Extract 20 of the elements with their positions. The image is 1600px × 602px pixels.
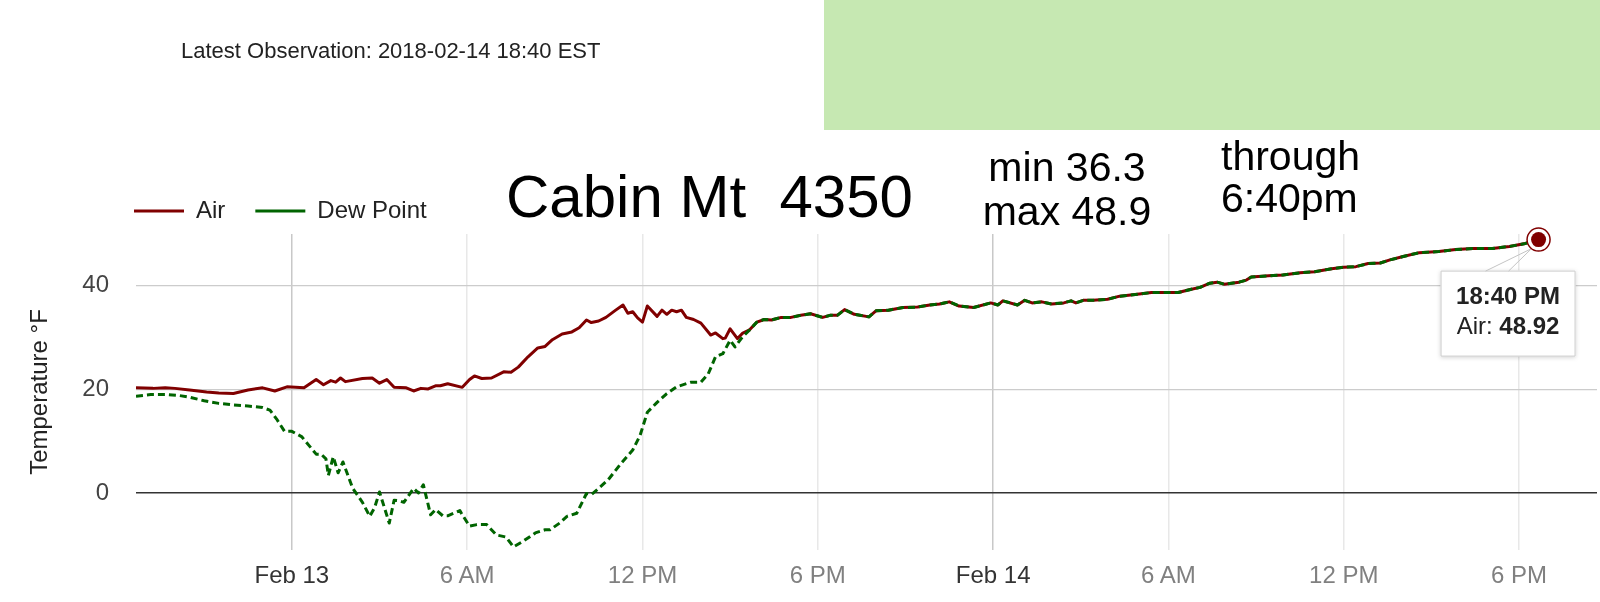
x-tick-label: Feb 14 (955, 561, 1031, 589)
x-tick-label: 6 PM (1491, 561, 1548, 589)
x-tick-label: 6 AM (1141, 561, 1196, 589)
text: Latest Observation: 2018-02-14 18:40 EST (181, 38, 601, 64)
x-tick-label: 12 PM (1309, 561, 1379, 589)
x-tick-label: 12 PM (607, 561, 678, 589)
text: min 36.3 (988, 144, 1146, 190)
x-tick-label: 6 AM (439, 561, 495, 589)
annotation: max 48.9 (982, 188, 1152, 234)
legend-label: Dew Point (317, 195, 428, 223)
x-tick-label: Feb 13 (254, 561, 330, 589)
y-tick-label: 20 (82, 374, 109, 402)
legend-label: Air (196, 195, 226, 223)
chart-title: Cabin Mt 4350 (506, 163, 913, 230)
x-tick-label: 6 PM (789, 561, 846, 589)
y-axis-title: Temperature °F (25, 309, 53, 475)
y-tick-label: 0 (95, 477, 109, 505)
y-tick-label: 40 (82, 270, 109, 298)
annotation: 18:40 PM Air: 48.92 (1456, 282, 1561, 340)
text: through 6:40pm (1221, 133, 1362, 221)
